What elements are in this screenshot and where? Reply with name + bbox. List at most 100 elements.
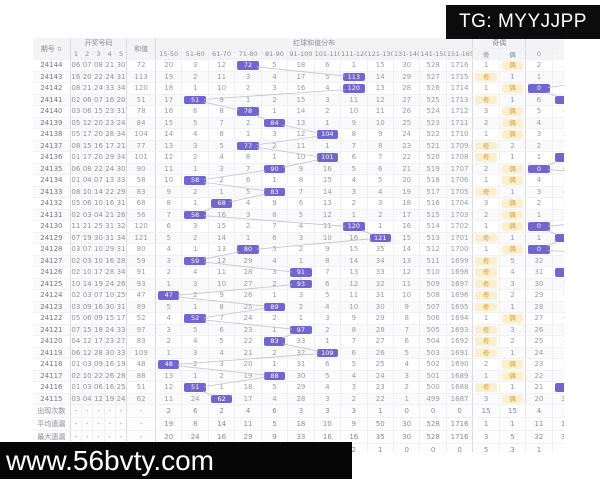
cell-number: 20: [81, 71, 94, 83]
cell-range: 24: [234, 312, 262, 325]
cell-number: -: [115, 404, 128, 418]
cell-range: 1688: [446, 381, 474, 394]
cell-range: 3: [287, 404, 315, 418]
cell-range: 97: [287, 324, 315, 336]
cell-tail: 1: [552, 232, 564, 244]
range-col-header: 51-60: [181, 48, 209, 60]
cell-issue: 24137: [33, 140, 71, 152]
cell-tail: 4: [525, 174, 553, 187]
cell-range: 78: [234, 105, 262, 118]
cell-range: 1: [234, 128, 262, 141]
cell-range: 15: [287, 94, 315, 106]
cell-range: 1690: [446, 358, 474, 371]
cell-range: 6: [340, 151, 368, 164]
cell-range: 16: [340, 232, 368, 244]
cell-range: 29: [367, 312, 394, 325]
cell-range: 0: [446, 404, 474, 418]
cell-range: 4: [393, 358, 421, 371]
cell-range: 524: [419, 105, 447, 118]
cell-range: 2: [155, 266, 183, 279]
cell-number: 10: [81, 266, 94, 279]
cell-range: 3: [261, 266, 289, 279]
cell-number: 33: [115, 324, 128, 336]
cell-range: 17: [155, 94, 183, 106]
cell-tail: 9: [552, 278, 564, 290]
cell-tail: 2: [552, 243, 564, 256]
table-row: 24138 05 17 20 28 34 104 14 4 6 1 3 12 104 8 9 24 522 1710…: [33, 128, 564, 141]
cell-range: 12: [208, 255, 236, 267]
cell-range: 101: [314, 151, 342, 164]
cell-tail: 3: [552, 117, 564, 129]
cell-range: 3: [181, 220, 209, 233]
cell-range: 62: [208, 393, 236, 405]
cell-range: 32: [367, 278, 394, 290]
cell-range: 4: [314, 381, 342, 394]
cell-range: 522: [419, 128, 447, 141]
parity-group-header: 奇偶: [472, 38, 527, 49]
cell-number: 16: [104, 197, 116, 210]
cell-parity: 奇: [472, 266, 500, 279]
cell-tail: 1: [552, 94, 564, 106]
cell-issue: 24133: [33, 186, 71, 198]
cell-number: 21: [104, 59, 116, 72]
cell-sum: 51: [126, 381, 157, 394]
cell-range: 2: [340, 443, 368, 452]
cell-number: 17: [104, 140, 116, 152]
range-col-header: 141-150: [419, 48, 447, 60]
cell-range: 3: [393, 370, 421, 382]
cell-range: 2: [367, 209, 394, 221]
cell-tail: 1: [552, 151, 564, 164]
cell-tail: 0: [525, 163, 553, 175]
cell-parity: 3: [472, 105, 500, 118]
cell-number: 12: [81, 117, 94, 129]
cell-range: 3: [340, 381, 368, 394]
table-row: 24143 16 20 22 24 31 113 19 2 11 3 4 17 5 113 14 29 527 17…: [33, 71, 564, 83]
cell-number: 15: [81, 324, 94, 336]
cell-range: 5: [208, 140, 236, 152]
cell-range: 1687: [446, 393, 474, 405]
cell-tail: 20: [525, 393, 553, 405]
table-row: 24136 01 17 20 29 34 101 12 2 4 8 1 10 101 6 7 22 520 1708…: [33, 151, 564, 164]
cell-sum: -: [126, 404, 157, 418]
cell-parity: 1: [499, 94, 527, 106]
cell-issue: 24125: [33, 278, 71, 290]
cell-range: 3: [181, 278, 209, 290]
cell-number: 08: [70, 82, 83, 95]
cell-range: 6: [181, 404, 209, 418]
cell-range: 1: [155, 347, 183, 359]
cell-number: 08: [81, 163, 94, 175]
cell-range: 19: [155, 71, 183, 83]
cell-number: 16: [104, 358, 116, 371]
cell-range: 5: [314, 370, 342, 382]
cell-parity: 1: [472, 128, 500, 141]
cell-range: 8: [208, 301, 236, 313]
cell-range: 1: [340, 59, 368, 72]
sort-icon[interactable]: ⇅: [56, 45, 62, 53]
cell-tail: 1: [552, 443, 564, 452]
cell-number: 04: [81, 393, 94, 405]
cell-number: 08: [70, 140, 83, 152]
cell-range: 502: [419, 358, 447, 371]
cell-range: 15: [367, 59, 394, 72]
cell-range: 1: [261, 105, 289, 118]
cell-range: 16: [287, 82, 315, 95]
cell-range: 1696: [446, 289, 474, 302]
cell-range: 15: [393, 232, 421, 244]
cell-range: 30: [367, 301, 394, 313]
cell-range: 11: [287, 140, 315, 152]
cell-tail: 1: [525, 443, 553, 452]
table-row: 24131 02 03 04 21 26 56 7 56 16 3 8 5 12 1 2 17 515 1703 2 偶…: [33, 209, 564, 221]
cell-range: 0: [393, 443, 421, 452]
cell-parity: 2: [499, 335, 527, 348]
cell-range: 10: [340, 105, 368, 118]
issue-column-header[interactable]: 期号 ⇅: [33, 38, 71, 60]
cell-range: 1: [181, 243, 209, 256]
cell-number: 05: [70, 197, 83, 210]
cell-tail: 3: [552, 197, 564, 210]
cell-range: 33: [287, 335, 315, 348]
summary-row: 平均遗漏------198141151810950305281716111111…: [33, 417, 564, 431]
cell-number: 28: [104, 266, 116, 279]
cell-tail: 3: [552, 347, 564, 359]
cell-parity: 3: [472, 197, 500, 210]
cell-range: 5: [287, 209, 315, 221]
